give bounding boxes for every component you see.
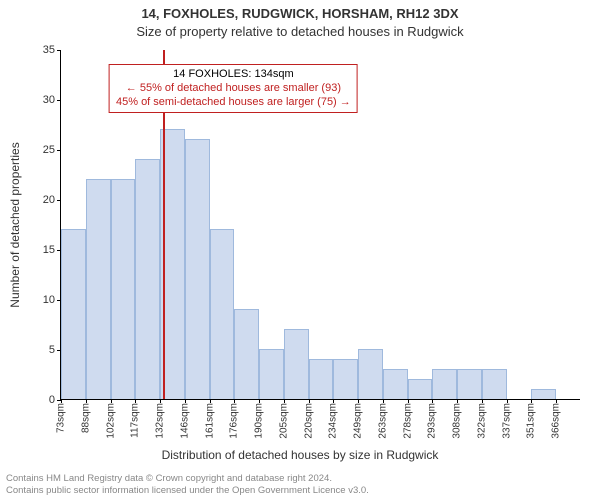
x-tick-label: 249sqm [353, 403, 364, 439]
x-tick-mark [482, 399, 483, 403]
x-tick-mark [111, 399, 112, 403]
y-tick-label: 25 [43, 144, 55, 156]
histogram-bar [61, 229, 86, 399]
license-footer: Contains HM Land Registry data © Crown c… [6, 473, 369, 496]
x-tick-label: 366sqm [551, 403, 562, 439]
annotation-line3: 45% of semi-detached houses are larger (… [116, 96, 351, 110]
x-tick-mark [284, 399, 285, 403]
x-tick-mark [234, 399, 235, 403]
x-tick-mark [259, 399, 260, 403]
x-tick-mark [408, 399, 409, 403]
x-tick-mark [531, 399, 532, 403]
histogram-bar [185, 139, 210, 399]
x-tick-mark [135, 399, 136, 403]
y-tick-label: 30 [43, 94, 55, 106]
x-tick-mark [457, 399, 458, 403]
x-tick-mark [507, 399, 508, 403]
histogram-bar [111, 179, 136, 399]
plot-area: 0510152025303573sqm88sqm102sqm117sqm132s… [60, 50, 580, 400]
y-tick-label: 10 [43, 294, 55, 306]
histogram-bar [531, 389, 556, 399]
x-axis-label: Distribution of detached houses by size … [0, 448, 600, 462]
footer-line2: Contains public sector information licen… [6, 485, 369, 496]
x-tick-mark [86, 399, 87, 403]
x-tick-mark [185, 399, 186, 403]
x-tick-mark [383, 399, 384, 403]
x-tick-label: 322sqm [476, 403, 487, 439]
x-tick-label: 117sqm [130, 403, 141, 438]
histogram-bar [135, 159, 160, 399]
x-tick-label: 88sqm [80, 403, 91, 433]
y-tick-mark [57, 200, 61, 201]
footer-line1: Contains HM Land Registry data © Crown c… [6, 473, 369, 484]
histogram-bar [309, 359, 334, 399]
annotation-box: 14 FOXHOLES: 134sqm← 55% of detached hou… [109, 64, 358, 113]
annotation-line2: ← 55% of detached houses are smaller (93… [116, 82, 351, 96]
annotation-line1: 14 FOXHOLES: 134sqm [116, 68, 351, 82]
chart-title-desc: Size of property relative to detached ho… [0, 24, 600, 39]
x-tick-label: 263sqm [377, 403, 388, 439]
x-tick-label: 220sqm [303, 403, 314, 439]
histogram-bar [86, 179, 111, 399]
histogram-bar [284, 329, 309, 399]
x-tick-label: 73sqm [56, 403, 67, 433]
x-tick-mark [210, 399, 211, 403]
y-tick-mark [57, 50, 61, 51]
x-tick-label: 337sqm [501, 403, 512, 439]
histogram-bar [259, 349, 284, 399]
y-tick-mark [57, 150, 61, 151]
histogram-bar [234, 309, 259, 399]
x-tick-mark [61, 399, 62, 403]
x-tick-label: 146sqm [179, 403, 190, 439]
histogram-bar [432, 369, 457, 399]
x-tick-label: 234sqm [328, 403, 339, 439]
y-tick-label: 20 [43, 194, 55, 206]
x-tick-mark [160, 399, 161, 403]
x-tick-label: 161sqm [204, 403, 215, 439]
histogram-bar [408, 379, 433, 399]
histogram-bar [210, 229, 235, 399]
histogram-bar [457, 369, 482, 399]
x-tick-label: 102sqm [105, 403, 116, 439]
x-tick-mark [358, 399, 359, 403]
y-tick-label: 0 [49, 394, 55, 406]
x-tick-mark [556, 399, 557, 403]
histogram-bar [358, 349, 383, 399]
chart-title-address: 14, FOXHOLES, RUDGWICK, HORSHAM, RH12 3D… [0, 6, 600, 21]
chart-container: 14, FOXHOLES, RUDGWICK, HORSHAM, RH12 3D… [0, 0, 600, 500]
x-tick-mark [432, 399, 433, 403]
histogram-bar [482, 369, 507, 399]
x-tick-label: 176sqm [229, 403, 240, 439]
histogram-bar [333, 359, 358, 399]
x-tick-label: 351sqm [526, 403, 537, 439]
y-tick-label: 35 [43, 44, 55, 56]
y-tick-label: 5 [49, 344, 55, 356]
x-tick-label: 308sqm [452, 403, 463, 439]
x-tick-label: 190sqm [254, 403, 265, 439]
x-tick-label: 205sqm [278, 403, 289, 439]
x-tick-label: 278sqm [402, 403, 413, 439]
histogram-bar [383, 369, 408, 399]
x-tick-mark [309, 399, 310, 403]
x-tick-label: 132sqm [155, 403, 166, 439]
x-tick-mark [333, 399, 334, 403]
x-tick-label: 293sqm [427, 403, 438, 439]
y-axis-label: Number of detached properties [8, 142, 22, 307]
y-tick-mark [57, 100, 61, 101]
y-tick-label: 15 [43, 244, 55, 256]
